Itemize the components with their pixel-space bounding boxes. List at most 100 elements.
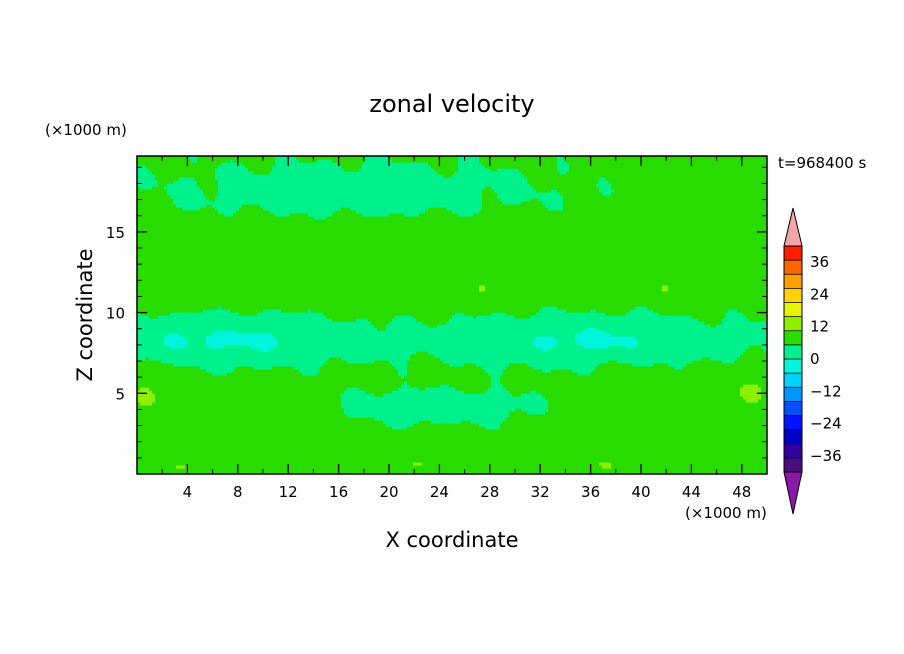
x-unit-label: (×1000 m) [685, 504, 767, 522]
field-cell [212, 333, 273, 337]
field-cell [557, 159, 567, 163]
field-cell [206, 369, 234, 373]
field-cell [416, 351, 429, 355]
field-cell [344, 411, 510, 415]
field-cell [374, 393, 384, 397]
field-cell [137, 213, 225, 217]
field-cell [551, 369, 573, 373]
field-cell [173, 198, 210, 202]
field-cell [479, 159, 558, 163]
x-axis-ticks: 4 8 12 16 20 24 28 32 36 40 44 48 [161, 156, 751, 501]
field-cell [137, 300, 767, 304]
field-cell [137, 273, 767, 277]
field-cell [728, 309, 738, 313]
field-cell [137, 411, 345, 415]
field-cell [482, 204, 546, 208]
field-cell [578, 342, 639, 346]
field-cell [137, 195, 171, 199]
field-cell [428, 351, 744, 355]
field-cell [167, 183, 198, 187]
field-cell [545, 411, 767, 415]
field-cell [242, 162, 276, 166]
field-cell [218, 180, 528, 184]
x-tick-label: 36 [581, 483, 600, 501]
field-cell [137, 432, 767, 436]
field-cell [260, 204, 483, 208]
field-cell [446, 321, 705, 325]
field-cell [758, 384, 767, 388]
field-cell [275, 159, 300, 163]
colorbar-level [784, 387, 802, 402]
field-cell [173, 180, 198, 184]
field-cell [272, 168, 345, 172]
field-cell [137, 330, 216, 334]
field-cell [341, 399, 549, 403]
field-cell [482, 192, 498, 196]
field-cell [410, 357, 441, 361]
field-cell [290, 213, 309, 217]
field-cell [137, 174, 156, 178]
field-cell [563, 198, 767, 202]
field-cell [533, 186, 600, 190]
field-cell [137, 465, 177, 469]
y-tick-label: 15 [106, 224, 125, 242]
field-cell [458, 156, 480, 160]
field-cell [593, 369, 767, 373]
field-cell [149, 387, 348, 391]
field-cell [566, 309, 591, 313]
field-cell [137, 363, 174, 367]
field-cell [332, 213, 363, 217]
field-cell [491, 168, 498, 172]
colorbar-level [784, 373, 802, 388]
field-cell [500, 375, 767, 379]
field-cell [341, 405, 549, 409]
field-cell [668, 363, 687, 367]
field-cell [611, 462, 767, 466]
field-cell [137, 186, 141, 190]
field-cell [272, 366, 294, 370]
field-cell [560, 192, 603, 196]
field-cell [404, 381, 408, 385]
field-cell [419, 213, 459, 217]
field-cell [602, 465, 612, 469]
field-cell [155, 396, 342, 400]
field-cell [197, 180, 219, 184]
field-cell [137, 381, 405, 385]
field-cell [398, 372, 408, 376]
field-cell [407, 360, 444, 364]
field-cell [341, 207, 351, 211]
field-cell [137, 441, 767, 445]
field-cell [482, 201, 504, 205]
field-cell [137, 459, 767, 463]
field-cell [611, 465, 767, 469]
field-cell [317, 372, 399, 376]
field-cell [722, 318, 750, 322]
field-cell [233, 213, 276, 217]
field-cell [137, 156, 189, 160]
field-cell [596, 309, 630, 313]
field-cell [491, 375, 501, 379]
field-cell [572, 369, 594, 373]
field-cell [479, 210, 767, 214]
field-cell [488, 387, 507, 391]
colorbar-level [784, 401, 802, 416]
field-cell [506, 417, 767, 421]
field-cell [209, 345, 225, 349]
field-cell [458, 165, 486, 169]
field-cell [500, 426, 767, 430]
field-cell [137, 423, 387, 427]
field-cell [740, 354, 767, 358]
field-cell [509, 414, 767, 418]
colorbar-under-arrow [783, 471, 803, 515]
field-cell [737, 357, 767, 361]
field-cell [542, 348, 549, 352]
field-cell [320, 369, 399, 373]
field-cell [200, 366, 237, 370]
field-cell [137, 252, 767, 256]
field-cell [137, 408, 345, 412]
field-cell [389, 213, 405, 217]
field-cell [542, 201, 564, 205]
field-cell [482, 195, 498, 199]
field-cell [137, 261, 767, 265]
x-axis-label: X coordinate [385, 528, 518, 552]
